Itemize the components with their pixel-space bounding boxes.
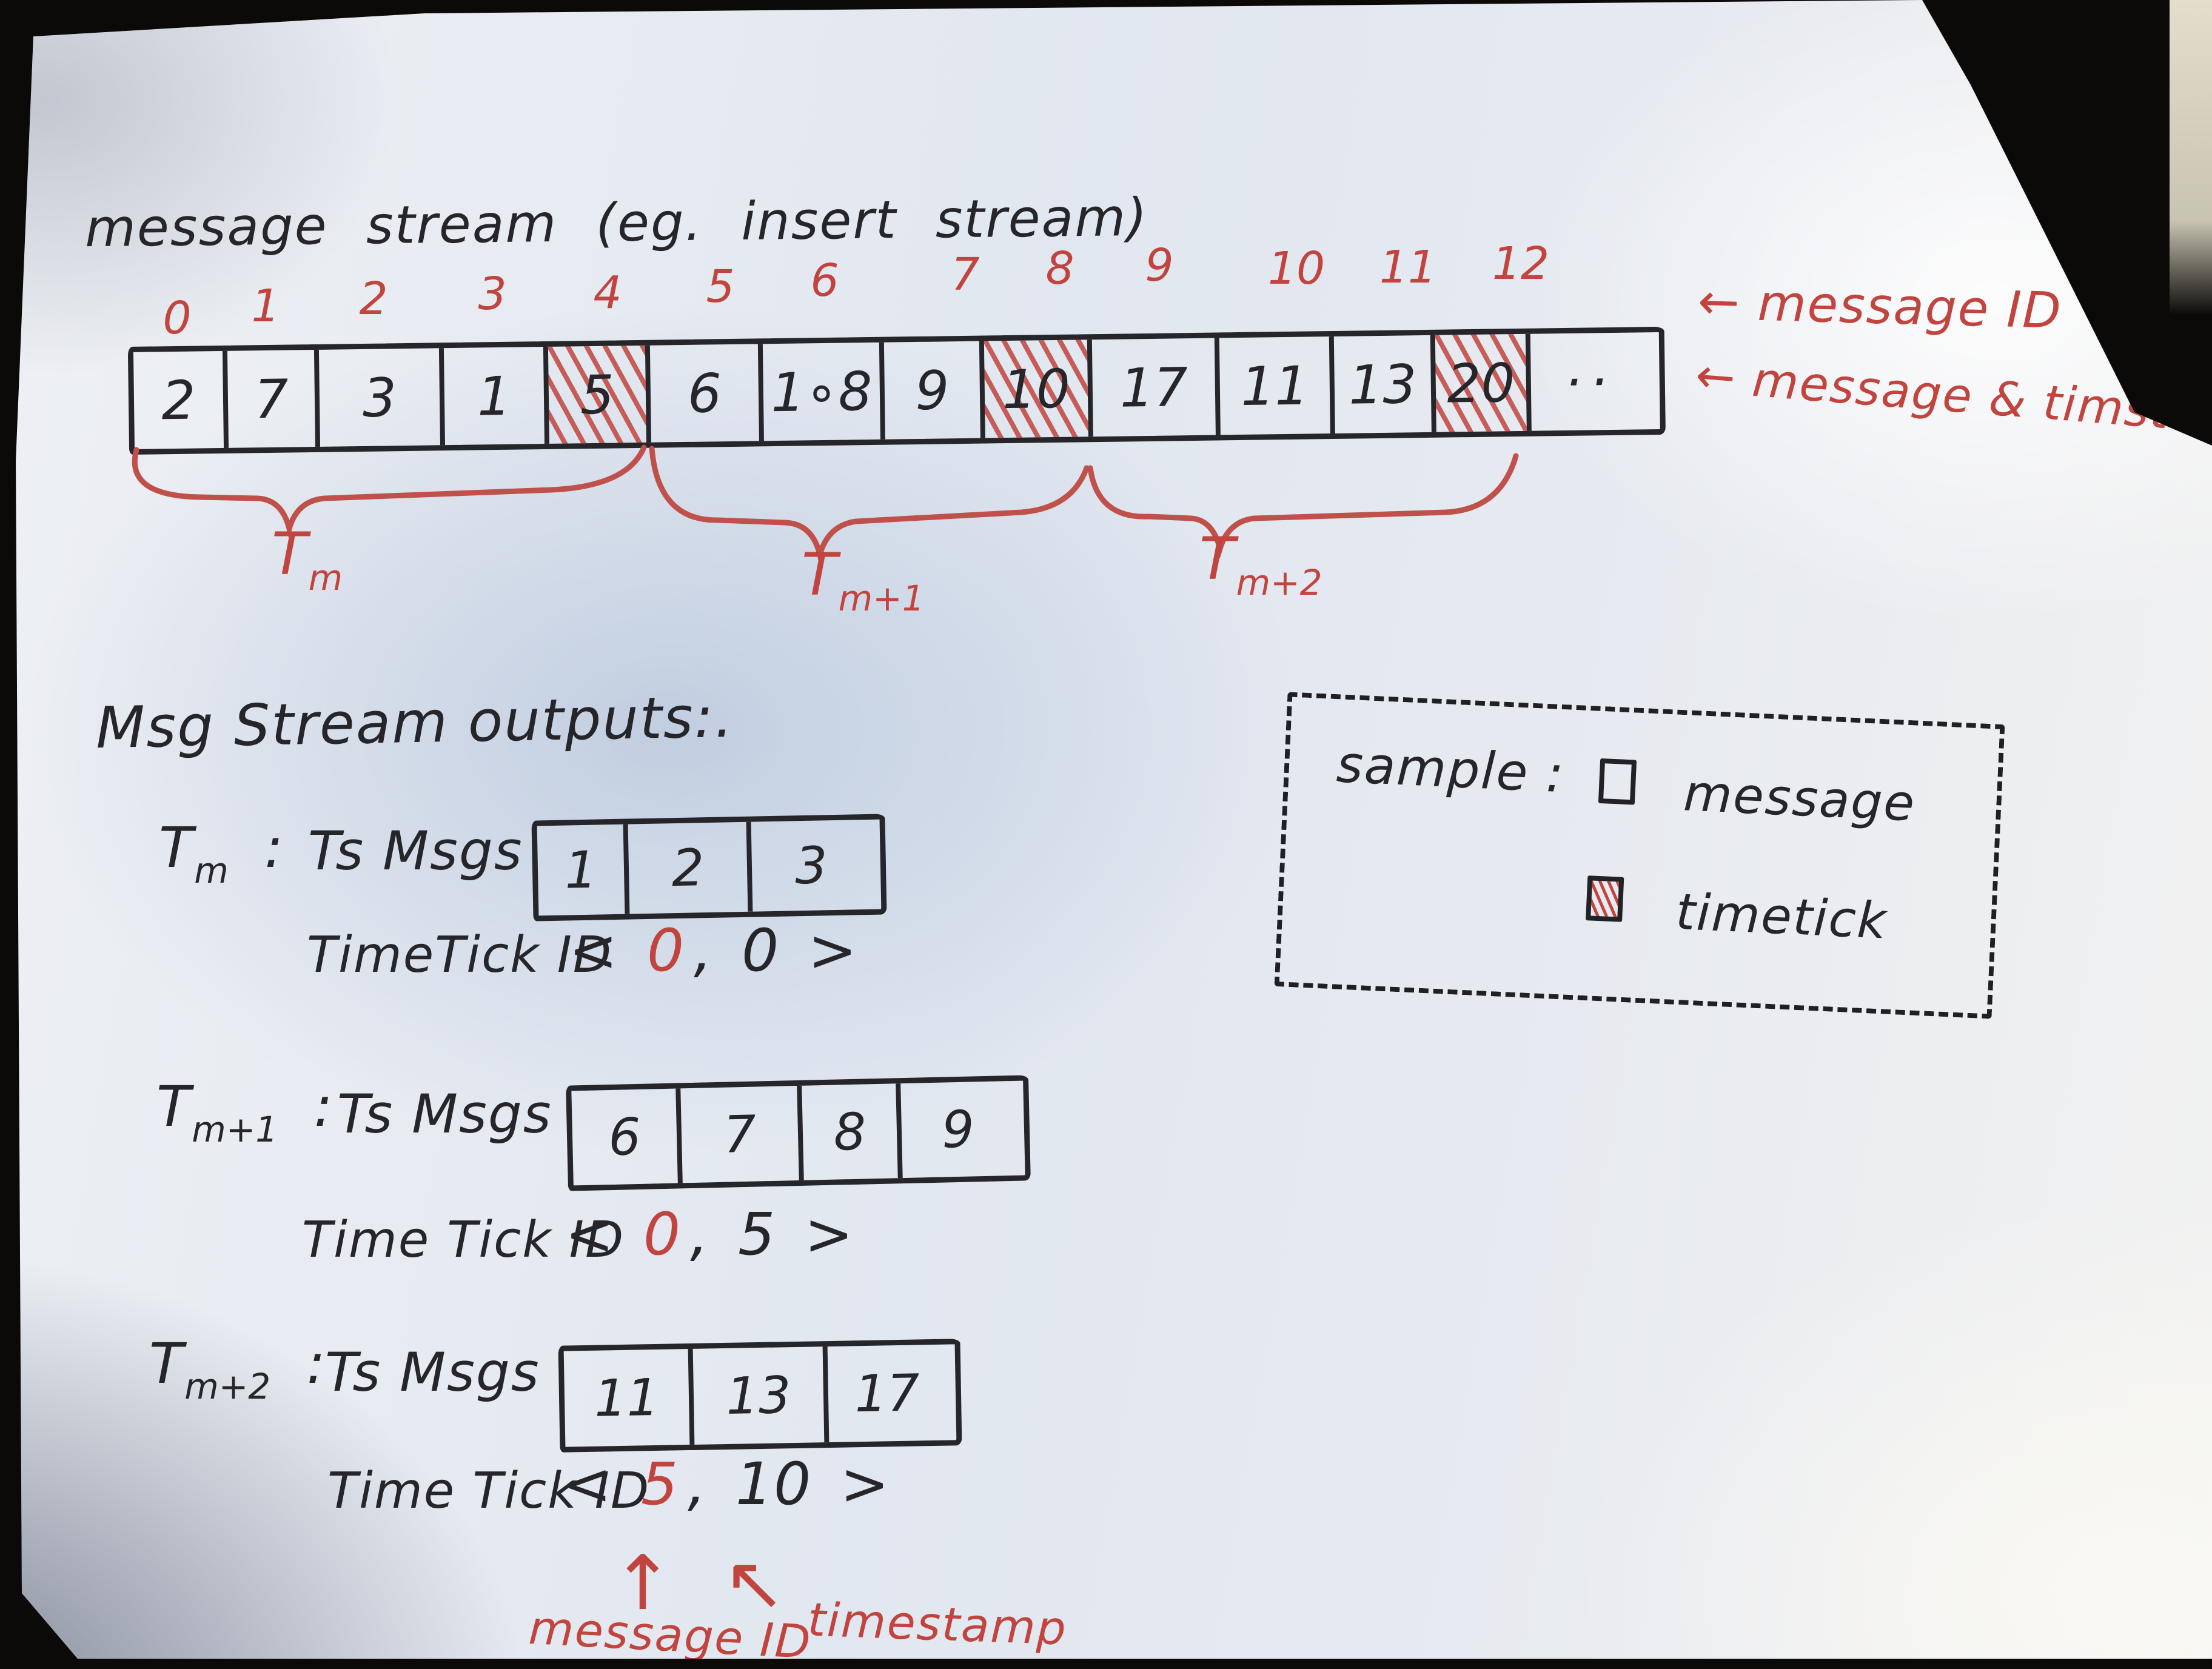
outputs-heading: Msg Stream outputs:.: [95, 684, 735, 762]
brace-tm2: [1087, 453, 1519, 559]
stream-cell: 11: [1219, 336, 1335, 435]
msg-cell: 9: [941, 1099, 975, 1160]
row-tm2-tick-value: < 5, 10 >: [563, 1450, 891, 1518]
timetick-hatched-square-icon: [1586, 875, 1624, 922]
tick-timestamp: 5: [738, 1200, 777, 1268]
row-tm-tick-label: TimeTick ID: [307, 926, 613, 984]
msg-cell: 8: [802, 1083, 903, 1180]
tick-timestamp: 0: [742, 917, 780, 985]
tick-message-id: 5: [640, 1450, 680, 1518]
stream-index: 9: [1145, 239, 1174, 292]
stream-index: 4: [593, 267, 622, 319]
row-tm-label: Tm :: [159, 815, 284, 891]
stream-index: 2: [359, 273, 388, 325]
row-tm1-msgs-label: Ts Msgs: [337, 1083, 552, 1145]
row-tm1-msgs-box: 6 7 8 9: [566, 1075, 1031, 1191]
row-tm2-msgs-box: 11 13 17: [558, 1339, 962, 1453]
stream-index: 5: [706, 261, 735, 313]
msg-cell: 2: [628, 821, 753, 914]
row-tm-tick-value: < 0, 0 >: [569, 917, 859, 985]
msg-cell: 1: [537, 824, 630, 916]
stream-index: 1: [251, 280, 280, 332]
msg-cell: 3: [794, 835, 828, 896]
legend-message-label: message: [1682, 764, 1917, 833]
row-tm1-label: Tm+1 :: [156, 1074, 334, 1150]
window-label-tm1: Tm+1: [802, 541, 925, 619]
stream-index: 6: [810, 255, 839, 307]
msg-cell: 7: [680, 1085, 804, 1183]
tick-message-id: 0: [646, 917, 686, 985]
page-title: message stream (eg. insert stream): [84, 187, 1148, 259]
legend-title: sample :: [1335, 734, 1566, 804]
window-label-tm: Tm: [272, 520, 343, 598]
stream-cell-timetick: 20: [1435, 333, 1532, 432]
sample-legend-box: sample : message timetick: [1274, 692, 2005, 1019]
row-tm2-label: Tm+2 :: [149, 1331, 327, 1407]
brace-tm: [132, 444, 647, 540]
msg-cell: 6: [571, 1088, 683, 1186]
stream-index: 10: [1267, 242, 1326, 295]
window-braces: [132, 444, 1519, 566]
message-timestamp-annotation: ← message & timstamp: [1693, 348, 2212, 449]
arrow-up-icon: ↑: [611, 1540, 675, 1627]
underlying-surface-sliver: [2170, 0, 2212, 315]
stream-index: 11: [1379, 241, 1437, 293]
row-tm2-tick-label: Time Tick ID: [327, 1462, 651, 1520]
stream-index: 7: [951, 249, 980, 301]
row-tm1-tick-value: < 0, 5 >: [565, 1200, 855, 1268]
stream-index: 12: [1492, 238, 1550, 290]
stream-index: 8: [1045, 242, 1074, 295]
msg-cell: 13: [692, 1346, 830, 1445]
msg-cell: 11: [563, 1348, 695, 1447]
message-square-icon: [1598, 758, 1637, 805]
timestamp-caption: timestamp: [806, 1592, 1068, 1656]
window-label-tm2: Tm+2: [1199, 525, 1322, 603]
row-tm2-msgs-label: Ts Msgs: [325, 1341, 540, 1403]
tick-timestamp: 10: [736, 1450, 813, 1518]
legend-timetick-label: timetick: [1674, 883, 1889, 951]
row-tm-msgs-label: Ts Msgs: [308, 820, 523, 882]
stream-cell-timetick: 10: [984, 339, 1093, 438]
tick-message-id: 0: [643, 1200, 682, 1268]
stream-index: 3: [478, 268, 507, 320]
row-tm1-tick-label: Time Tick ID: [302, 1211, 625, 1269]
stream-cell: 13: [1333, 335, 1436, 433]
message-id-annotation: ← message ID: [1697, 273, 2063, 340]
arrow-up-left-icon: ↖: [723, 1540, 787, 1627]
stream-index: 0: [163, 292, 192, 344]
stream-cell-ellipsis: ··: [1564, 350, 1616, 413]
row-tm-msgs-box: 1 2 3: [531, 814, 887, 921]
msg-cell: 17: [854, 1363, 920, 1424]
stream-cell: 17: [1091, 338, 1221, 437]
brace-tm1: [649, 446, 1090, 566]
